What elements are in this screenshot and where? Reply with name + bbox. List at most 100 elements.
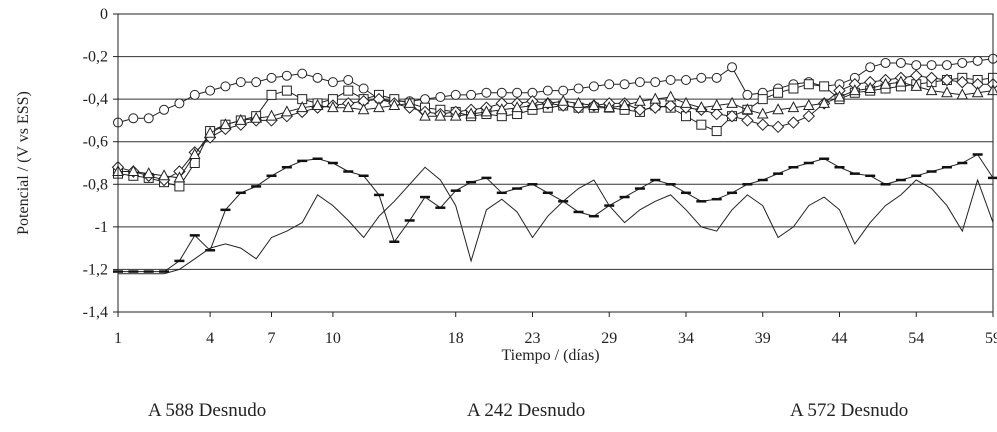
plot-frame xyxy=(117,13,994,313)
legend-item-a588: A 588 Desnudo xyxy=(148,400,267,421)
data-point xyxy=(419,109,431,121)
data-point xyxy=(665,74,676,85)
data-point xyxy=(864,81,877,93)
data-point xyxy=(741,103,754,115)
data-point xyxy=(358,83,369,94)
data-point xyxy=(741,114,754,127)
data-point xyxy=(343,85,354,96)
data-point xyxy=(281,70,292,81)
y-axis-label: Potencial / (V vs ESS) xyxy=(15,91,32,235)
data-point xyxy=(434,109,447,121)
data-point xyxy=(511,101,523,113)
data-point xyxy=(971,86,984,98)
data-point xyxy=(680,96,692,108)
data-point xyxy=(711,72,722,83)
data-point xyxy=(512,87,523,98)
x-tick-label: 1 xyxy=(114,330,122,347)
data-point xyxy=(803,79,814,90)
x-tick-label: 39 xyxy=(755,330,771,347)
data-point xyxy=(173,171,186,183)
data-point xyxy=(327,77,338,88)
data-point xyxy=(633,103,647,116)
data-point xyxy=(266,72,277,83)
data-point xyxy=(557,94,570,106)
data-point xyxy=(604,79,615,90)
data-point xyxy=(220,81,231,92)
data-point xyxy=(373,101,385,113)
x-tick-label: 23 xyxy=(524,330,540,347)
y-tick-labels: 0 -0,2 -0,4 -0,6 -0,8 -1 -1,2 -1,4 xyxy=(83,6,108,321)
data-point xyxy=(879,77,892,89)
data-point xyxy=(281,105,293,117)
data-point xyxy=(618,98,631,111)
data-point xyxy=(496,87,507,98)
data-point xyxy=(695,101,708,113)
data-point xyxy=(481,87,492,98)
x-tick-label: 7 xyxy=(268,330,276,347)
data-point xyxy=(251,77,262,88)
y-tick-label: -1 xyxy=(95,219,108,236)
data-point xyxy=(865,62,876,73)
data-point xyxy=(634,77,645,88)
data-point xyxy=(588,98,600,111)
data-point xyxy=(541,96,554,108)
data-point xyxy=(174,181,185,192)
data-point xyxy=(159,104,170,115)
x-tick-label: 59 xyxy=(985,330,997,347)
data-point xyxy=(727,62,738,73)
x-tick-label: 4 xyxy=(206,330,214,347)
data-point xyxy=(174,98,185,109)
series-line xyxy=(118,81,994,179)
series-line xyxy=(117,75,993,181)
data-point xyxy=(311,98,324,111)
data-point xyxy=(911,60,922,71)
data-point xyxy=(204,126,216,138)
data-point xyxy=(788,83,799,94)
data-point xyxy=(802,109,815,123)
data-point xyxy=(787,116,800,129)
data-point xyxy=(588,81,599,92)
data-point xyxy=(649,101,662,114)
data-point xyxy=(880,57,891,68)
data-point xyxy=(833,90,846,102)
data-point xyxy=(940,73,954,87)
data-point xyxy=(619,79,630,90)
series-3 xyxy=(111,69,997,187)
series-line xyxy=(117,58,994,124)
x-axis-label: Tiempo / (días) xyxy=(501,347,599,364)
data-point xyxy=(710,107,723,121)
data-point xyxy=(956,75,969,89)
data-point xyxy=(388,98,401,111)
series-1 xyxy=(113,53,997,128)
data-point xyxy=(941,86,953,98)
data-point xyxy=(558,85,569,96)
data-point xyxy=(403,96,416,108)
data-point xyxy=(343,74,354,85)
data-point xyxy=(281,85,292,96)
data-point xyxy=(925,71,938,85)
data-point xyxy=(188,147,201,159)
data-point xyxy=(526,98,539,111)
data-point xyxy=(420,94,431,105)
y-tick-label: -0,6 xyxy=(83,134,108,151)
x-tick-label: 34 xyxy=(678,330,694,347)
data-point xyxy=(142,167,155,179)
data-point xyxy=(435,92,446,103)
data-point xyxy=(480,105,493,117)
series-4 xyxy=(112,75,997,183)
data-point xyxy=(495,103,508,115)
data-point xyxy=(234,113,247,125)
data-point xyxy=(634,94,646,106)
data-point xyxy=(664,90,677,102)
data-point xyxy=(757,94,768,105)
data-point xyxy=(726,96,738,108)
y-tick-label: -0,8 xyxy=(83,176,108,193)
data-point xyxy=(956,88,969,100)
data-point xyxy=(818,96,830,108)
data-point xyxy=(143,113,154,124)
data-point xyxy=(466,89,477,100)
data-point xyxy=(542,85,553,96)
series-line xyxy=(117,77,994,187)
data-point xyxy=(742,89,753,100)
legend-item-a572: A 572 Desnudo xyxy=(790,400,909,421)
